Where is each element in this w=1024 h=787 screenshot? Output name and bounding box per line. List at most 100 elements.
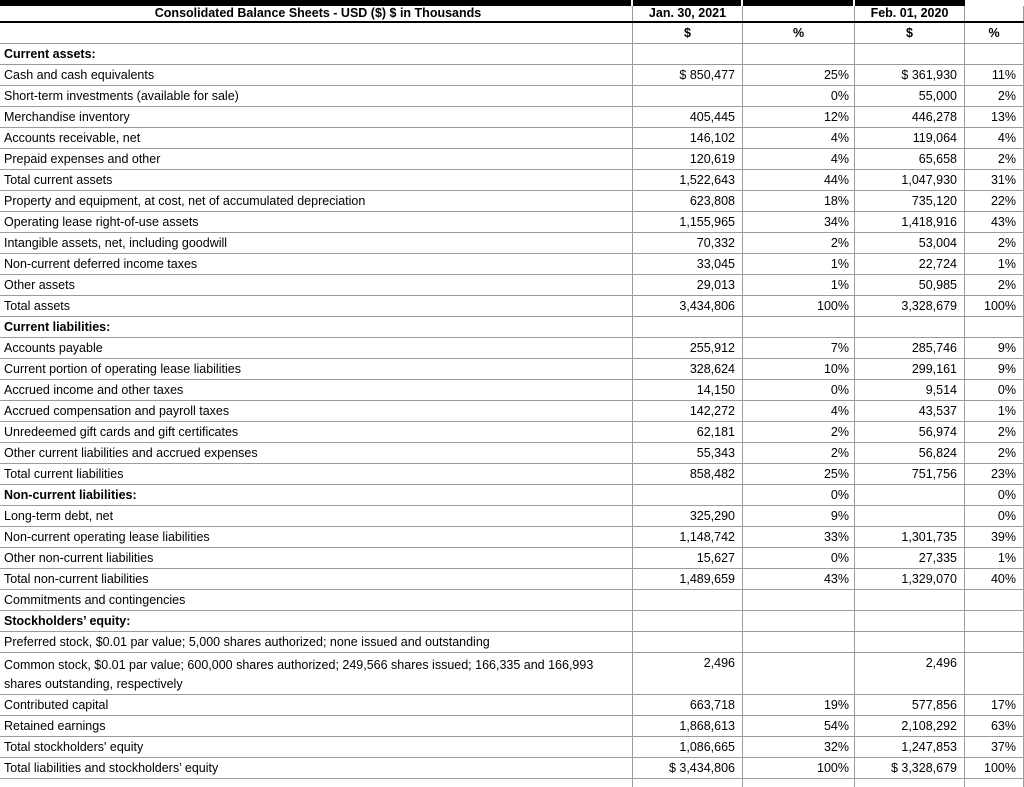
table-row: Stockholders’ equity: — [0, 611, 1024, 632]
pct-2020 — [965, 611, 1024, 631]
table-row: Intangible assets, net, including goodwi… — [0, 233, 1024, 254]
value-2020 — [855, 44, 965, 64]
table-row: Contributed capital 663,718 19% 577,856 17% — [0, 695, 1024, 716]
table-row: Retained earnings 1,868,613 54% 2,108,292 63… — [0, 716, 1024, 737]
top-accent-bar — [0, 0, 1024, 6]
value-2020: 9,514 — [855, 380, 965, 400]
empty-cell — [855, 779, 965, 787]
row-label: Non-current liabilities: — [0, 485, 633, 505]
pct-2021: 2% — [743, 233, 855, 253]
row-label: Retained earnings — [0, 716, 633, 736]
units-header-row: $ % $ % — [0, 23, 1024, 44]
row-label: Unredeemed gift cards and gift certifica… — [0, 422, 633, 442]
pct-2020: 2% — [965, 275, 1024, 295]
pct-2021: 34% — [743, 212, 855, 232]
value-2021: 3,434,806 — [633, 296, 743, 316]
value-2021: 33,045 — [633, 254, 743, 274]
pct-2020: 31% — [965, 170, 1024, 190]
value-2021: 146,102 — [633, 128, 743, 148]
value-2021: 405,445 — [633, 107, 743, 127]
value-2020: 446,278 — [855, 107, 965, 127]
value-2020 — [855, 590, 965, 610]
value-2021: 1,522,643 — [633, 170, 743, 190]
empty-cell — [0, 23, 633, 43]
row-label: Total assets — [0, 296, 633, 316]
pct-2021 — [743, 611, 855, 631]
value-2020: $ 3,328,679 — [855, 758, 965, 778]
row-label: Current liabilities: — [0, 317, 633, 337]
pct-2020 — [965, 632, 1024, 652]
value-2021: 62,181 — [633, 422, 743, 442]
pct-2020: 23% — [965, 464, 1024, 484]
value-2021: 1,868,613 — [633, 716, 743, 736]
value-2020: 65,658 — [855, 149, 965, 169]
value-2021: 1,489,659 — [633, 569, 743, 589]
table-title: Consolidated Balance Sheets - USD ($) $ … — [0, 6, 633, 21]
value-2021: 70,332 — [633, 233, 743, 253]
bar-segment — [633, 0, 743, 6]
row-label: Operating lease right-of-use assets — [0, 212, 633, 232]
row-label: Accounts receivable, net — [0, 128, 633, 148]
value-2021: 15,627 — [633, 548, 743, 568]
pct-2021: 12% — [743, 107, 855, 127]
table-row: Accounts receivable, net 146,102 4% 119,064… — [0, 128, 1024, 149]
pct-2020: 1% — [965, 401, 1024, 421]
pct-2020: 11% — [965, 65, 1024, 85]
row-label: Long-term debt, net — [0, 506, 633, 526]
pct-2020: 4% — [965, 128, 1024, 148]
value-2021: $ 3,434,806 — [633, 758, 743, 778]
row-label: Other current liabilities and accrued ex… — [0, 443, 633, 463]
bar-segment — [965, 0, 1024, 6]
pct-2020: 13% — [965, 107, 1024, 127]
pct-2020: 1% — [965, 548, 1024, 568]
table-row: Total assets 3,434,806 100% 3,328,679 100% — [0, 296, 1024, 317]
row-label: Total non-current liabilities — [0, 569, 633, 589]
pct-2021: 18% — [743, 191, 855, 211]
table-row: Property and equipment, at cost, net of … — [0, 191, 1024, 212]
pct-2020: 9% — [965, 359, 1024, 379]
pct-2021: 1% — [743, 275, 855, 295]
value-2021: 14,150 — [633, 380, 743, 400]
table-row: Non-current liabilities: 0% 0% — [0, 485, 1024, 506]
value-2020: 577,856 — [855, 695, 965, 715]
value-2021 — [633, 317, 743, 337]
empty-cell — [633, 779, 743, 787]
table-row: Unredeemed gift cards and gift certifica… — [0, 422, 1024, 443]
pct-2020: 100% — [965, 296, 1024, 316]
table-row: Total current assets 1,522,643 44% 1,047,93… — [0, 170, 1024, 191]
value-2020: 1,047,930 — [855, 170, 965, 190]
dollar-header-period-1: $ — [633, 23, 743, 43]
row-label: Non-current deferred income taxes — [0, 254, 633, 274]
row-label: Intangible assets, net, including goodwi… — [0, 233, 633, 253]
value-2021 — [633, 632, 743, 652]
empty-cell — [743, 779, 855, 787]
value-2021 — [633, 611, 743, 631]
row-label: Common stock, $0.01 par value; 600,000 s… — [0, 653, 633, 694]
row-label: Accrued compensation and payroll taxes — [0, 401, 633, 421]
value-2021 — [633, 485, 743, 505]
value-2020: 299,161 — [855, 359, 965, 379]
pct-2021: 44% — [743, 170, 855, 190]
table-header-row: Consolidated Balance Sheets - USD ($) $ … — [0, 6, 1024, 23]
value-2020: 53,004 — [855, 233, 965, 253]
pct-2020: 2% — [965, 422, 1024, 442]
partial-row — [0, 779, 1024, 787]
value-2020 — [855, 317, 965, 337]
pct-2021: 25% — [743, 65, 855, 85]
row-label: Preferred stock, $0.01 par value; 5,000 … — [0, 632, 633, 652]
pct-2020: 0% — [965, 380, 1024, 400]
pct-2021: 2% — [743, 422, 855, 442]
row-label: Total current assets — [0, 170, 633, 190]
value-2021: 142,272 — [633, 401, 743, 421]
value-2020: 285,746 — [855, 338, 965, 358]
pct-2021 — [743, 317, 855, 337]
pct-2021: 10% — [743, 359, 855, 379]
row-label: Total current liabilities — [0, 464, 633, 484]
value-2020: 3,328,679 — [855, 296, 965, 316]
pct-2020: 43% — [965, 212, 1024, 232]
pct-2020: 39% — [965, 527, 1024, 547]
value-2020: 50,985 — [855, 275, 965, 295]
row-label: Current portion of operating lease liabi… — [0, 359, 633, 379]
value-2021: 255,912 — [633, 338, 743, 358]
row-label: Property and equipment, at cost, net of … — [0, 191, 633, 211]
